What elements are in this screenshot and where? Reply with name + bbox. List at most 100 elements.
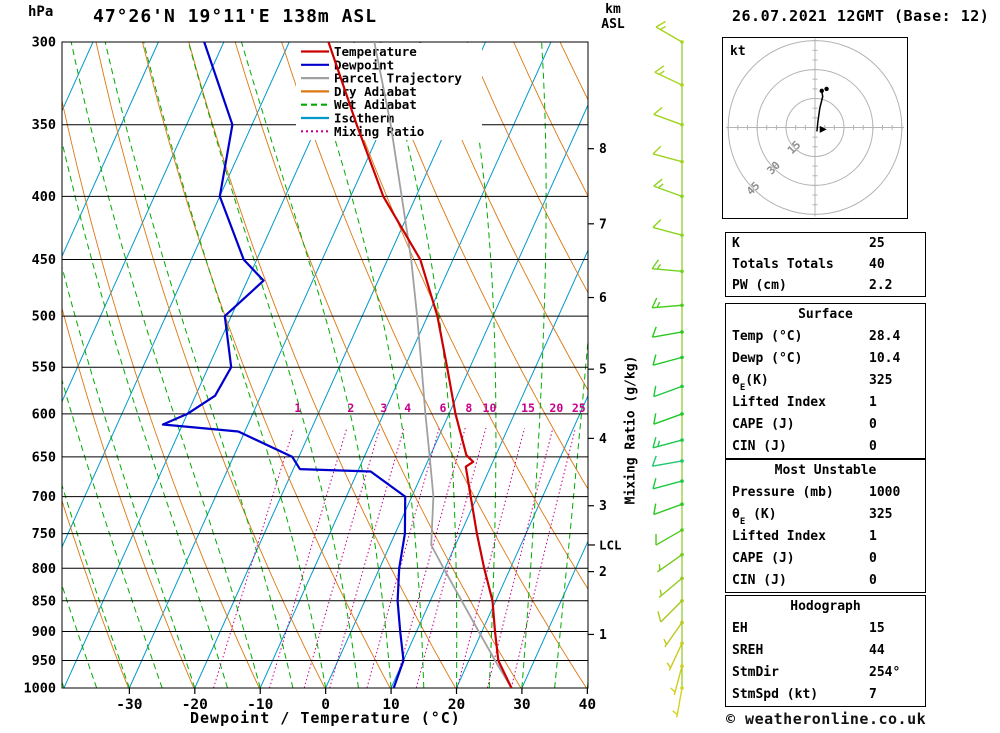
pressure-axis-unit: hPa: [28, 4, 54, 20]
svg-text:25: 25: [572, 401, 586, 415]
row-value: 325: [869, 373, 893, 388]
dewpoint-curve: [161, 42, 407, 688]
surface-table: Surface Temp (°C) 28.4 Dewp (°C) 10.4 θE…: [725, 303, 926, 459]
row-label: θE (K): [732, 507, 777, 526]
row-label: SREH: [732, 643, 764, 658]
svg-text:30: 30: [513, 697, 530, 713]
row-value: 1: [869, 529, 877, 544]
table-row: EH 15: [726, 618, 925, 640]
svg-text:700: 700: [32, 489, 56, 505]
svg-text:Isotherm: Isotherm: [334, 111, 395, 126]
svg-text:Wet Adiabat: Wet Adiabat: [334, 97, 417, 112]
row-value: 1: [869, 395, 877, 410]
km-axis-unit: km ASL: [596, 2, 630, 32]
svg-text:2: 2: [599, 565, 607, 580]
date-title: 26.07.2021 12GMT (Base: 12): [732, 7, 990, 25]
table-row: Lifted Index 1: [726, 526, 925, 548]
row-label: Dewp (°C): [732, 351, 803, 366]
table-row: Pressure (mb) 1000: [726, 482, 925, 504]
row-label: Totals Totals: [732, 257, 834, 272]
row-label: θE(K): [732, 373, 769, 392]
mixing-ratio-axis-label: Mixing Ratio (g/kg): [623, 355, 639, 505]
temperature-curve: [327, 42, 513, 688]
svg-text:550: 550: [32, 360, 56, 376]
table-row: θE (K) 325: [726, 504, 925, 526]
storm-motion-marker: [819, 125, 827, 133]
km-axis-unit-line1: km: [605, 2, 621, 17]
row-value: 25: [869, 236, 885, 251]
station-title: 47°26'N 19°11'E 138m ASL: [93, 6, 378, 27]
x-axis-label: Dewpoint / Temperature (°C): [190, 709, 461, 727]
hodograph-table: Hodograph EH 15 SREH 44 StmDir 254° StmS…: [725, 595, 926, 707]
row-label: Temp (°C): [732, 329, 803, 344]
table-title: Most Unstable: [774, 463, 877, 478]
svg-text:1: 1: [599, 628, 607, 643]
svg-text:800: 800: [32, 561, 56, 577]
indices-table: K 25 Totals Totals 40 PW (cm) 2.2: [725, 232, 926, 297]
svg-text:500: 500: [32, 309, 56, 325]
row-value: 7: [869, 687, 877, 702]
table-row: PW (cm) 2.2: [726, 275, 925, 296]
table-row: CIN (J) 0: [726, 570, 925, 592]
row-label: StmDir: [732, 665, 779, 680]
svg-text:15: 15: [521, 401, 535, 415]
svg-text:900: 900: [32, 624, 56, 640]
hodograph-trace: [816, 90, 824, 132]
row-value: 44: [869, 643, 885, 658]
table-row: SREH 44: [726, 640, 925, 662]
table-row: K 25: [726, 233, 925, 254]
svg-text:10: 10: [382, 697, 399, 713]
svg-text:300: 300: [32, 35, 56, 51]
row-value: 325: [869, 507, 893, 522]
row-value: 40: [869, 257, 885, 272]
svg-text:Mixing Ratio: Mixing Ratio: [334, 124, 424, 139]
svg-text:350: 350: [32, 117, 56, 133]
row-label: K: [732, 236, 740, 251]
copyright-link[interactable]: © weatheronline.co.uk: [726, 710, 927, 728]
svg-text:LCL: LCL: [599, 537, 622, 552]
svg-text:950: 950: [32, 653, 56, 669]
svg-text:7: 7: [599, 217, 607, 232]
svg-text:kt: kt: [730, 44, 746, 59]
svg-text:650: 650: [32, 449, 56, 465]
svg-text:40: 40: [579, 697, 596, 713]
parcel-curve: [373, 42, 513, 688]
row-label: PW (cm): [732, 278, 787, 293]
svg-text:3: 3: [380, 401, 387, 415]
isotherms: [62, 42, 588, 688]
table-row: StmDir 254°: [726, 662, 925, 684]
svg-text:750: 750: [32, 526, 56, 542]
row-label: CIN (J): [732, 439, 787, 454]
svg-text:400: 400: [32, 189, 56, 205]
svg-text:0: 0: [321, 697, 330, 713]
svg-text:1000: 1000: [23, 681, 56, 697]
table-row: StmSpd (kt) 7: [726, 684, 925, 706]
row-value: 2.2: [869, 278, 893, 293]
row-label: EH: [732, 621, 748, 636]
row-label: CIN (J): [732, 573, 787, 588]
km-axis-unit-line2: ASL: [601, 17, 625, 32]
svg-text:4: 4: [599, 432, 607, 447]
km-axis: 8 7 6 5 4 3 2 1 LCL: [588, 142, 622, 643]
table-row: CAPE (J) 0: [726, 414, 925, 436]
table-row: CAPE (J) 0: [726, 548, 925, 570]
svg-text:10: 10: [483, 401, 497, 415]
row-value: 0: [869, 573, 877, 588]
svg-text:8: 8: [465, 401, 472, 415]
table-row: θE(K) 325: [726, 370, 925, 392]
row-value: 15: [869, 621, 885, 636]
svg-text:-10: -10: [247, 697, 273, 713]
svg-text:-30: -30: [116, 697, 142, 713]
x-axis-ticks: -30 -20 -10 0 10 20 30 40: [116, 688, 596, 713]
mixing-ratio-labels: 1 2 3 4 6 8 10 15 20 25: [294, 401, 585, 415]
skewt-chart: 3003504004505005506006507007508008509009…: [23, 20, 684, 718]
table-title: Surface: [798, 307, 853, 322]
row-value: 28.4: [869, 329, 901, 344]
svg-text:1: 1: [294, 401, 301, 415]
row-label: CAPE (J): [732, 417, 795, 432]
row-label: CAPE (J): [732, 551, 795, 566]
row-label: Lifted Index: [732, 395, 826, 410]
table-row: Totals Totals 40: [726, 254, 925, 275]
